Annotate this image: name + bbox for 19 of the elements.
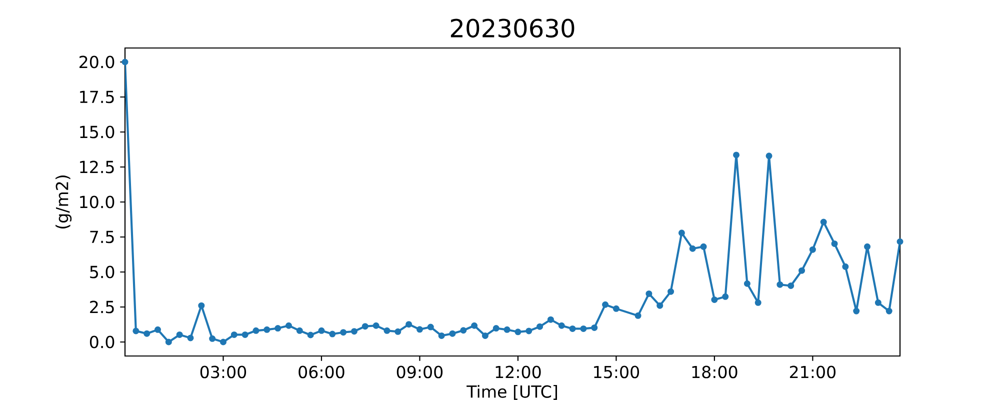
y-tick-label: 12.5: [80, 160, 114, 174]
y-tick-label: 2.5: [90, 300, 114, 314]
x-tick-label: 09:00: [396, 366, 443, 378]
chart-title: 20230630: [450, 18, 574, 38]
y-tick-label: 15.0: [80, 126, 114, 138]
x-tick-label: 06:00: [298, 366, 344, 378]
x-tick-label: 15:00: [594, 366, 640, 378]
y-axis-title: (g/m2): [56, 176, 72, 228]
y-tick-label: 20.0: [80, 56, 114, 68]
x-tick-label: 18:00: [692, 366, 738, 378]
x-tick-label: 03:00: [200, 366, 246, 378]
x-tick-label: 21:00: [790, 366, 836, 378]
y-tick-label: 0.0: [90, 336, 114, 348]
x-tick-label: 12:00: [496, 366, 541, 378]
x-axis-title: Time [UTC]: [466, 385, 557, 400]
y-tick-label: 7.5: [90, 230, 114, 244]
y-tick-label: 10.0: [80, 196, 114, 208]
y-tick-label: 5.0: [90, 266, 114, 278]
y-tick-label: 17.5: [80, 90, 114, 104]
